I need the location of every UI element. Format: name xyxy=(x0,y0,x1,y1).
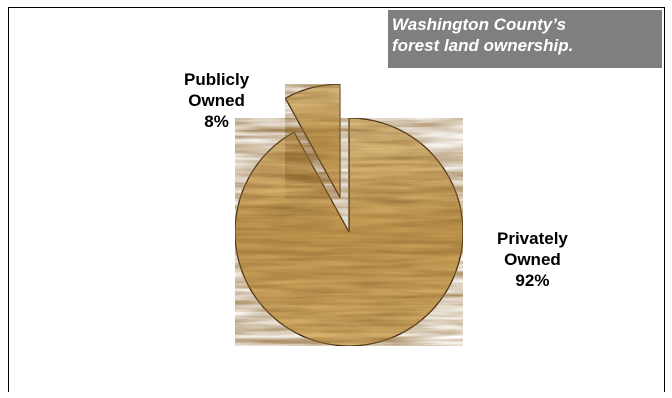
chart-title-line-1: Washington County’s xyxy=(392,15,567,34)
slice-label-privately-owned-value: 92% xyxy=(515,271,550,290)
chart-frame xyxy=(8,7,665,392)
slice-label-publicly-owned: Publicly Owned 8% xyxy=(184,69,249,132)
slice-label-privately-owned-line-1: Privately xyxy=(497,229,568,248)
slice-label-privately-owned-line-2: Owned xyxy=(504,250,561,269)
slice-label-privately-owned: Privately Owned 92% xyxy=(497,228,568,291)
chart-title: Washington County’s forest land ownershi… xyxy=(388,10,662,68)
chart-title-line-2: forest land ownership. xyxy=(392,36,574,55)
frame-edge xyxy=(8,342,9,392)
slice-label-publicly-owned-line-2: Owned xyxy=(188,91,245,110)
pie-slice-publicly-owned xyxy=(284,83,341,199)
slice-label-publicly-owned-line-1: Publicly xyxy=(184,70,250,89)
pie-slice-privately-owned xyxy=(234,117,464,347)
slice-label-publicly-owned-value: 8% xyxy=(204,112,229,131)
